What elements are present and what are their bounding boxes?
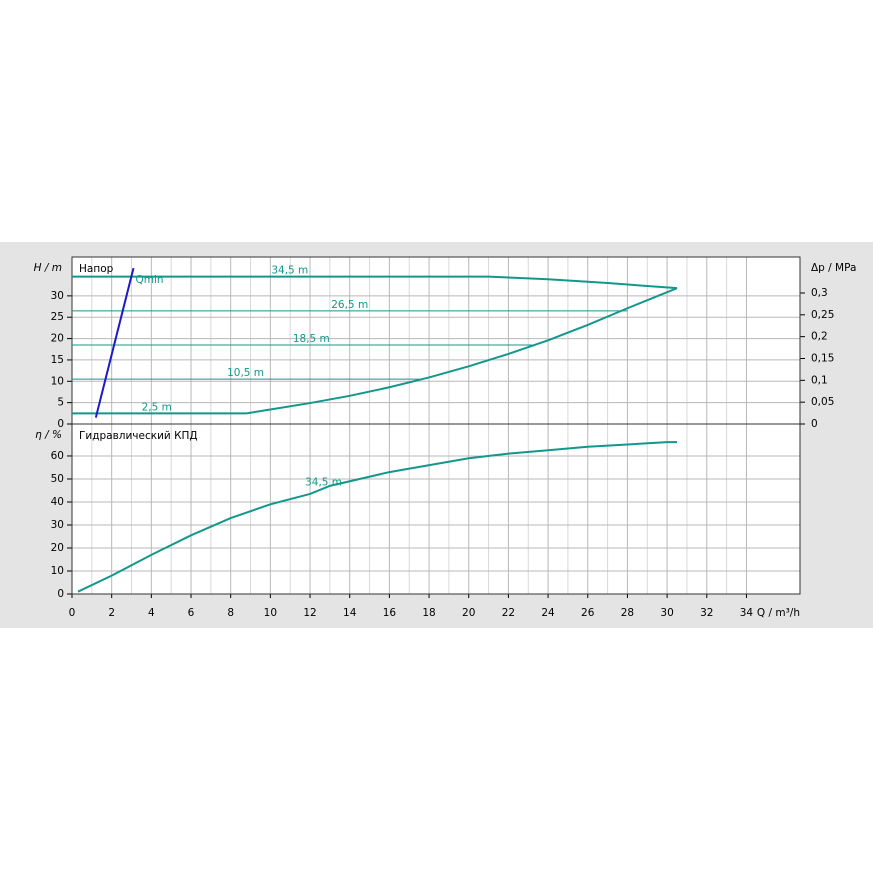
x-tick-label: 14: [343, 607, 357, 619]
x-tick-label: 34: [740, 607, 754, 619]
x-tick-label: 22: [502, 607, 515, 619]
series-label: 34,5 m: [305, 476, 342, 488]
series-line: [72, 275, 678, 290]
x-tick-label: 2: [108, 607, 115, 619]
y2-tick-label: 0,05: [811, 396, 834, 408]
y-tick-label: 10: [51, 375, 64, 387]
x-tick-label: 32: [700, 607, 713, 619]
y-tick-label: 0: [57, 418, 64, 430]
x-tick-label: 30: [660, 607, 673, 619]
y-axis-label: η / %: [35, 429, 62, 441]
x-tick-label: 12: [303, 607, 316, 619]
y-tick-label: 50: [51, 473, 64, 485]
y-tick-label: 10: [51, 565, 64, 577]
x-tick-label: 0: [69, 607, 76, 619]
y-tick-label: 15: [51, 354, 64, 366]
x-tick-label: 10: [264, 607, 277, 619]
plot-area: [72, 257, 800, 424]
y2-tick-label: 0,1: [811, 374, 828, 386]
series-label: Qmin: [135, 274, 163, 286]
y-tick-label: 30: [51, 290, 64, 302]
x-tick-label: 8: [227, 607, 234, 619]
x-tick-label: 18: [422, 607, 435, 619]
x-tick-label: 4: [148, 607, 155, 619]
series-line: [72, 287, 678, 415]
series-line: [94, 267, 135, 418]
y-tick-label: 60: [51, 450, 64, 462]
series-label: 26,5 m: [331, 299, 368, 311]
y-axis-label: H / m: [34, 262, 62, 274]
plot-area: [72, 424, 800, 594]
chart-title: Гидравлический КПД: [79, 430, 198, 442]
y2-tick-label: 0,25: [811, 309, 834, 321]
x-tick-label: 28: [621, 607, 634, 619]
x-tick-label: 16: [383, 607, 397, 619]
series-line: [77, 441, 678, 593]
series-label: 2,5 m: [142, 401, 172, 413]
x-axis-label: Q / m³/h: [757, 607, 800, 619]
series-label: 10,5 m: [227, 367, 264, 379]
y-tick-label: 0: [57, 588, 64, 600]
chart-title: Напор: [79, 263, 114, 275]
series-label: 18,5 m: [293, 333, 330, 345]
y-tick-label: 25: [51, 311, 64, 323]
x-tick-label: 20: [462, 607, 475, 619]
y2-tick-label: 0,15: [811, 352, 834, 364]
y2-tick-label: 0,3: [811, 287, 828, 299]
y2-tick-label: 0,2: [811, 331, 828, 343]
y2-axis-label: Δp / MPa: [811, 262, 856, 274]
y-tick-label: 5: [57, 397, 64, 409]
x-tick-label: 24: [541, 607, 555, 619]
x-tick-label: 26: [581, 607, 595, 619]
x-tick-label: 6: [188, 607, 195, 619]
series-label: 34,5 m: [271, 265, 308, 277]
y-tick-label: 30: [51, 519, 64, 531]
y-tick-label: 20: [51, 333, 64, 345]
y-tick-label: 40: [51, 496, 64, 508]
y2-tick-label: 0: [811, 418, 818, 430]
plot-frame: [71, 423, 801, 595]
y-tick-label: 20: [51, 542, 64, 554]
